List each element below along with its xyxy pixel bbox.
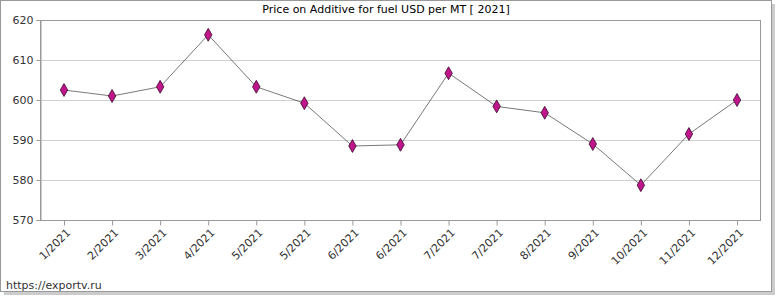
x-tick-mark <box>352 221 353 226</box>
x-tick-label: 6/2021 <box>325 226 362 263</box>
x-tick-mark <box>593 221 594 226</box>
marker <box>156 80 163 93</box>
x-tick-mark <box>641 221 642 226</box>
x-tick: 2/2021 <box>85 221 122 263</box>
x-tick-mark <box>208 221 209 226</box>
marker <box>397 138 404 151</box>
x-tick-mark <box>256 221 257 226</box>
x-tick-mark <box>737 221 738 226</box>
x-tick-label: 3/2021 <box>133 226 170 263</box>
y-tick-mark <box>37 100 41 101</box>
marker <box>204 28 211 41</box>
x-tick-label: 9/2021 <box>566 226 603 263</box>
title: Price on Additive for fuel USD per MT [ … <box>262 3 509 16</box>
y-tick: 600 <box>13 94 41 107</box>
x-axis: 1/2021 2/2021 3/2021 4/2021 5/2021 5/2021 6/20… <box>37 221 761 268</box>
x-tick-mark <box>449 221 450 226</box>
marker <box>253 80 260 93</box>
grid-line <box>40 60 760 61</box>
y-tick-label: 590 <box>13 134 34 147</box>
frame <box>1 1 772 292</box>
x-tick: 6/2021 <box>325 221 362 263</box>
source: https://exportv.ru <box>6 279 102 292</box>
x-tick-mark <box>112 221 113 226</box>
chart: Price on Additive for fuel USD per MT [ … <box>0 0 780 300</box>
marker <box>60 84 67 97</box>
x-tick: 12/2021 <box>705 221 747 268</box>
line <box>64 35 737 185</box>
x-tick-label: 12/2021 <box>705 226 747 268</box>
y-axis: 570 580 590 600 610 620 <box>13 14 42 227</box>
x-tick-mark <box>304 221 305 226</box>
x-tick-label: 10/2021 <box>609 226 651 268</box>
grid-line <box>40 180 760 181</box>
x-tick: 8/2021 <box>517 221 554 263</box>
x-tick-mark <box>689 221 690 226</box>
marker <box>445 67 452 80</box>
x-tick-label: 2/2021 <box>85 226 122 263</box>
x-tick-mark <box>401 221 402 226</box>
y-tick-mark <box>37 140 41 141</box>
y-tick-label: 580 <box>13 174 34 187</box>
x-tick-mark <box>497 221 498 226</box>
x-tick-label: 8/2021 <box>517 226 554 263</box>
x-tick-label: 6/2021 <box>373 226 410 263</box>
x-tick: 7/2021 <box>469 221 506 263</box>
y-tick: 610 <box>13 54 41 67</box>
x-tick-mark <box>545 221 546 226</box>
marker <box>733 94 740 107</box>
x-tick: 9/2021 <box>566 221 603 263</box>
x-tick-label: 11/2021 <box>657 226 699 268</box>
y-tick-label: 600 <box>13 94 34 107</box>
marker <box>301 97 308 110</box>
y-tick: 570 <box>13 214 41 227</box>
y-tick: 580 <box>13 174 41 187</box>
x-tick: 4/2021 <box>181 221 218 263</box>
x-tick-label: 7/2021 <box>469 226 506 263</box>
x-tick: 6/2021 <box>373 221 410 263</box>
x-tick: 3/2021 <box>133 221 170 263</box>
x-tick-mark <box>160 221 161 226</box>
marker <box>685 128 692 141</box>
y-tick-mark <box>37 180 41 181</box>
y-tick-mark <box>37 220 41 221</box>
marker <box>637 179 644 192</box>
x-tick-label: 1/2021 <box>37 226 74 263</box>
x-tick: 10/2021 <box>609 221 651 268</box>
plot-area <box>60 28 740 191</box>
x-tick-mark <box>64 221 65 226</box>
y-tick-label: 570 <box>13 214 34 227</box>
x-tick: 7/2021 <box>421 221 458 263</box>
plot-frame <box>41 21 761 221</box>
x-tick: 11/2021 <box>657 221 699 268</box>
grid <box>40 21 760 221</box>
y-tick-mark <box>37 20 41 21</box>
marker <box>493 100 500 113</box>
x-tick: 5/2021 <box>229 221 266 263</box>
grid-line <box>40 100 760 101</box>
marker <box>108 90 115 103</box>
x-tick: 1/2021 <box>37 221 74 263</box>
y-tick-label: 610 <box>13 54 34 67</box>
x-tick-label: 5/2021 <box>277 226 314 263</box>
y-tick-mark <box>37 60 41 61</box>
y-tick-label: 620 <box>13 14 34 27</box>
y-tick: 590 <box>13 134 41 147</box>
x-tick-label: 7/2021 <box>421 226 458 263</box>
x-tick-label: 4/2021 <box>181 226 218 263</box>
marker <box>541 106 548 119</box>
y-tick: 620 <box>13 14 41 27</box>
marker <box>349 140 356 153</box>
x-tick: 5/2021 <box>277 221 314 263</box>
y-axis-line <box>37 21 42 221</box>
grid-line <box>40 220 760 221</box>
x-tick-label: 5/2021 <box>229 226 266 263</box>
marker <box>589 138 596 151</box>
